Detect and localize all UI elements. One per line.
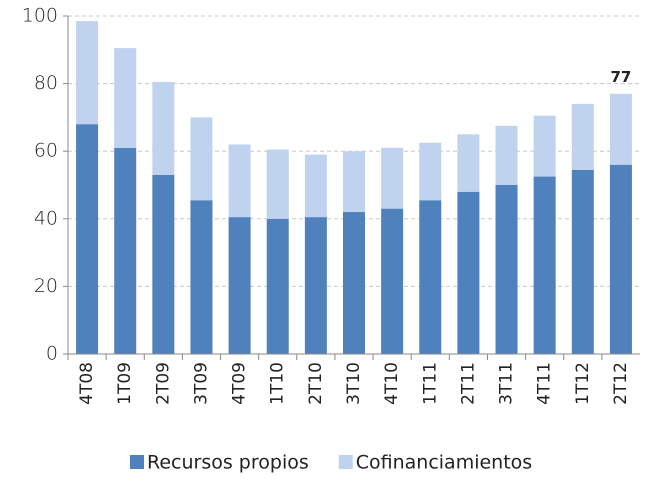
bar-segment (114, 147, 137, 354)
bar-segment (228, 144, 251, 218)
x-tick-label: 3T11 (497, 362, 517, 405)
bar-segment (114, 48, 137, 148)
bar-segment (381, 208, 404, 354)
x-tick-label: 4T09 (230, 362, 250, 405)
y-tick-label: 60 (34, 140, 58, 162)
x-tick-label: 2T09 (153, 362, 173, 405)
x-tick-label: 1T11 (420, 362, 440, 405)
x-tick-label: 1T09 (115, 362, 135, 405)
bar-segment (266, 149, 289, 219)
bar-segment (419, 200, 442, 354)
bar-segment (304, 154, 327, 218)
y-tick-label: 100 (22, 5, 58, 27)
x-tick-label: 2T11 (458, 362, 478, 405)
bar-segment (457, 191, 480, 354)
x-tick-label: 4T08 (77, 362, 97, 405)
bar-segment (76, 124, 99, 354)
y-tick-label: 80 (34, 72, 58, 94)
x-tick-label: 1T12 (573, 362, 593, 405)
bar-segment (495, 125, 518, 185)
bar-segment (571, 103, 594, 170)
x-tick-label: 1T10 (268, 362, 288, 405)
bar-segment (343, 151, 365, 213)
bar-segment (533, 176, 556, 354)
bar-segment (76, 21, 99, 125)
bar-segment (381, 147, 404, 209)
annotation: 77 (610, 68, 631, 86)
x-tick-label: 3T10 (344, 362, 364, 405)
bar-segment (609, 93, 632, 165)
legend-swatch (338, 455, 353, 469)
bar-segment (609, 164, 632, 354)
bar-segment (304, 217, 327, 354)
bar-segment (419, 142, 442, 201)
bar-segment (457, 134, 480, 192)
legend-swatch (130, 455, 144, 469)
bar-segment (152, 174, 175, 354)
x-tick-label: 2T10 (306, 362, 326, 405)
legend-label: Recursos propios (147, 452, 309, 474)
bar-segment (495, 185, 518, 354)
bar-segment (190, 117, 213, 201)
legend-label: Cofinanciamientos (356, 452, 532, 474)
bar-segment (266, 218, 289, 354)
x-tick-label: 4T10 (382, 362, 402, 405)
y-tick-label: 40 (34, 207, 58, 229)
bar-segment (228, 217, 251, 354)
bar-segment (533, 115, 556, 177)
x-tick-label: 3T09 (191, 362, 211, 405)
y-tick-label: 20 (34, 275, 58, 297)
bar-segment (571, 169, 594, 354)
y-tick-label: 0 (46, 343, 58, 365)
x-tick-label: 4T11 (535, 362, 555, 405)
bar-segment (343, 212, 365, 354)
bar-segment (152, 81, 175, 175)
bar-segment (190, 200, 213, 354)
x-tick-label: 2T12 (611, 362, 631, 405)
